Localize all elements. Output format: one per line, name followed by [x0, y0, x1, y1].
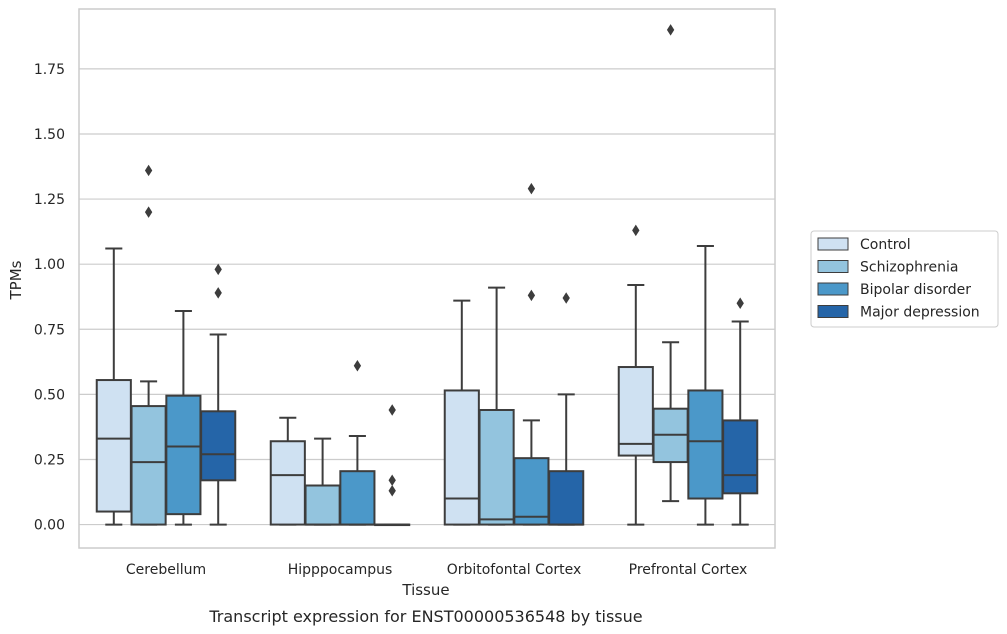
outlier-point [632, 224, 640, 237]
outlier-point [353, 359, 362, 372]
legend: Control Schizophrenia Bipolar disorder Majo… [810, 230, 999, 328]
box-iqr [165, 394, 202, 516]
y-tick-label: 0.25 [34, 452, 65, 468]
x-tick-label: Cerebellum [126, 562, 206, 578]
box-iqr [95, 379, 132, 513]
x-tick-label: Hipppocampus [288, 562, 393, 578]
y-tick-label: 1.25 [34, 192, 65, 208]
box-major-depression-1 [374, 404, 411, 527]
box-bipolar-disorder-0 [165, 310, 202, 526]
box-iqr [548, 470, 585, 526]
box-iqr [304, 484, 341, 526]
outlier-point [214, 263, 222, 276]
box-bipolar-disorder-3 [687, 244, 724, 526]
box-control-0 [95, 247, 132, 526]
legend-entry: Control [860, 237, 911, 253]
box-control-1 [269, 416, 306, 526]
y-tick-label: 1.75 [34, 62, 65, 78]
box-schizophrenia-1 [304, 437, 341, 526]
legend-frame [810, 230, 999, 328]
box-iqr [513, 457, 550, 526]
box-iqr [339, 470, 376, 526]
y-tick-label: 0.00 [34, 518, 65, 534]
box-iqr [269, 440, 306, 526]
legend-swatch [817, 237, 849, 251]
box-major-depression-0 [200, 263, 237, 526]
plot-frame [78, 8, 776, 549]
x-tick-label: Orbitofontal Cortex [447, 562, 582, 578]
box-iqr [478, 408, 515, 526]
legend-entry: Bipolar disorder [860, 282, 971, 298]
legend-swatch [817, 305, 849, 318]
box-bipolar-disorder-1 [339, 359, 376, 526]
box-iqr [130, 405, 167, 526]
box-control-2 [443, 299, 480, 526]
box-major-depression-3 [722, 297, 759, 526]
box-schizophrenia-0 [130, 164, 167, 526]
box-iqr [617, 366, 654, 457]
legend-entry: Schizophrenia [860, 260, 958, 276]
legend-swatch [817, 260, 849, 273]
y-tick-label: 1.50 [34, 127, 65, 143]
outlier-point [388, 474, 396, 487]
y-tick-label: 0.75 [34, 322, 65, 338]
box-control-3 [617, 224, 654, 526]
y-tick-label: 1.00 [34, 257, 65, 273]
outlier-point [388, 404, 396, 416]
box-major-depression-2 [548, 292, 585, 526]
box-bipolar-disorder-2 [513, 182, 550, 526]
outlier-point [214, 287, 222, 299]
box-iqr [200, 410, 237, 482]
outlier-point [562, 292, 570, 304]
boxes [95, 24, 759, 527]
outlier-point [388, 484, 396, 497]
outlier-point [527, 289, 536, 302]
y-tick-label: 0.50 [34, 387, 65, 403]
legend-entry: Major depression [860, 305, 980, 321]
y-axis-label: TPMs [7, 260, 25, 300]
legend-swatch [817, 282, 849, 296]
box-iqr [443, 389, 480, 526]
outlier-point [527, 182, 536, 195]
outlier-point [144, 206, 153, 218]
outlier-point [666, 24, 675, 36]
x-axis-label: Tissue [401, 581, 449, 599]
box-iqr [687, 389, 724, 500]
x-tick-labels: Cerebellum Hipppocampus Orbitofontal Corte… [126, 562, 747, 578]
box-schizophrenia-3 [652, 24, 689, 503]
outlier-point [144, 164, 153, 177]
chart-caption: Transcript expression for ENST0000053654… [208, 607, 642, 626]
box-schizophrenia-2 [478, 286, 515, 526]
y-tick-labels: 0.00 0.25 0.50 0.75 1.00 1.25 1.50 1.75 [34, 62, 65, 534]
box-iqr [722, 419, 759, 495]
x-tick-label: Prefrontal Cortex [629, 562, 748, 578]
outlier-point [736, 297, 744, 309]
